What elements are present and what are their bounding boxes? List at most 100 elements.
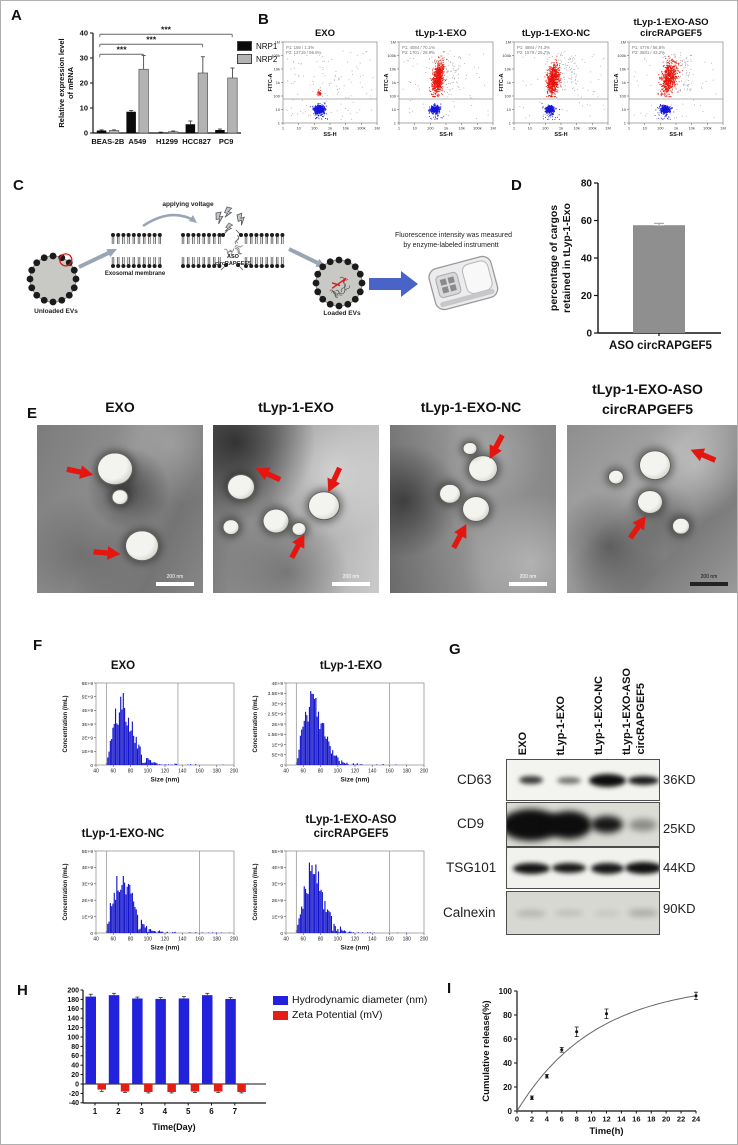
blot-row-tsg101: TSG101 — [446, 860, 497, 875]
blot-row-cd63: CD63 — [457, 772, 492, 787]
svg-text:100k: 100k — [588, 126, 597, 131]
nrp1-swatch — [237, 41, 252, 51]
cargo-retention-bar-chart: 0 20 40 60 80 percentage of cargos retained in… — [548, 178, 721, 352]
svg-text:100: 100 — [504, 94, 511, 99]
panel-a-label: A — [11, 7, 22, 24]
svg-text:100: 100 — [311, 126, 318, 131]
svg-text:1: 1 — [282, 126, 285, 131]
nrp1-label: NRP1 — [256, 41, 278, 51]
vesicle — [262, 508, 290, 534]
svg-text:1: 1 — [628, 126, 631, 131]
blot-kd-25: 25KD — [663, 821, 696, 836]
svg-text:Concentration (/mL): Concentration (/mL) — [63, 696, 69, 753]
svg-text:1: 1 — [509, 121, 512, 126]
scale-bar-label: 200 nm — [700, 574, 718, 580]
svg-text:1: 1 — [394, 121, 397, 126]
scale-bar — [156, 582, 194, 586]
svg-text:20: 20 — [581, 291, 593, 302]
svg-text:80: 80 — [581, 178, 593, 189]
svg-text:10: 10 — [527, 126, 532, 131]
flow-title-3a: tLyp-1-EXO-NC — [521, 28, 591, 39]
svg-text:1M: 1M — [720, 126, 726, 131]
svg-text:10: 10 — [412, 126, 417, 131]
svg-text:SS-H: SS-H — [554, 132, 567, 138]
svg-text:100: 100 — [542, 126, 549, 131]
blot-band — [552, 863, 586, 873]
svg-text:6E+9: 6E+9 — [82, 681, 94, 687]
hist-title-aso-line2: circRAPGEF5 — [313, 828, 389, 840]
vesicle — [124, 530, 159, 562]
svg-text:percentage of cargos: percentage of cargos — [548, 205, 560, 311]
panel-a-legend: NRP1 NRP2 — [237, 41, 277, 67]
blot-kd-36: 36KD — [663, 772, 696, 787]
blot-band — [557, 776, 581, 784]
svg-text:1E+9: 1E+9 — [82, 749, 94, 755]
blot-band — [628, 909, 658, 917]
svg-text:10k: 10k — [390, 67, 396, 72]
flow-scatter-tlyp: 11 10 10 100 100 1k 1k 10k 10k 100k 100k 1M 1M SS-H FI… — [384, 40, 496, 139]
hist-title-nc: tLyp-1-EXO-NC — [81, 828, 165, 840]
svg-text:Size (nm): Size (nm) — [151, 777, 180, 784]
svg-text:140: 140 — [368, 769, 377, 775]
svg-text:1M: 1M — [490, 126, 496, 131]
blot-strip-calnexin — [506, 891, 660, 935]
svg-text:1k: 1k — [559, 126, 563, 131]
svg-text:A549: A549 — [128, 137, 146, 146]
hist-title-aso-line1: tLyp-1-EXO-ASO — [305, 814, 397, 826]
aso-label-line1: ASO — [227, 254, 239, 260]
red-arrow-icon — [93, 544, 121, 561]
scale-bar — [332, 582, 370, 586]
exosomal-membrane-label: Exosomal membrane — [104, 271, 166, 277]
vesicle — [462, 441, 478, 456]
svg-text:1k: 1k — [507, 80, 511, 85]
svg-text:4E+9: 4E+9 — [82, 708, 94, 714]
legend-item-nrp2: NRP2 — [237, 54, 277, 64]
svg-text:10k: 10k — [620, 67, 626, 72]
svg-text:***: *** — [161, 24, 172, 34]
svg-text:180: 180 — [213, 769, 222, 775]
blot-band — [555, 910, 583, 916]
size-histogram-tlyp: 40 60 80 100 120 140 160 180 20005E+81E+91.5E+92… — [253, 681, 428, 784]
zeta-swatch — [273, 1010, 288, 1020]
blot-band — [519, 776, 543, 784]
hist-title-exo: EXO — [110, 660, 136, 672]
svg-text:60: 60 — [300, 769, 306, 775]
blot-band — [629, 818, 657, 831]
unloaded-evs-label: Unloaded EVs — [34, 308, 78, 315]
svg-text:3E+9: 3E+9 — [82, 722, 94, 728]
legend-item-zeta: Zeta Potential (mV) — [273, 1009, 427, 1021]
nrp2-label: NRP2 — [256, 54, 278, 64]
legend-item-nrp1: NRP1 — [237, 41, 277, 51]
scale-bar — [690, 582, 728, 586]
svg-text:10k: 10k — [505, 67, 511, 72]
svg-text:P1: 4776 / 56.8%: P1: 4776 / 56.8% — [632, 45, 665, 50]
svg-text:***: *** — [117, 44, 128, 54]
scale-bar-label: 200 nm — [166, 574, 184, 580]
legend-item-diameter: Hydrodynamic diameter (nm) — [273, 994, 427, 1006]
svg-text:1M: 1M — [390, 40, 396, 45]
scale-bar-label: 200 nm — [519, 574, 537, 580]
svg-text:160: 160 — [385, 769, 394, 775]
nrp2-swatch — [237, 54, 252, 64]
svg-text:P1: 4884 / 74.3%: P1: 4884 / 74.3% — [517, 45, 550, 50]
blot-kd-90: 90KD — [663, 901, 696, 916]
tem-title-exo: EXO — [105, 399, 135, 415]
svg-text:60: 60 — [110, 769, 116, 775]
flow-title-2a: tLyp-1-EXO — [415, 28, 467, 39]
svg-text:100k: 100k — [271, 53, 280, 58]
svg-text:1M: 1M — [505, 40, 511, 45]
svg-text:***: *** — [146, 34, 157, 44]
blot-band — [588, 773, 626, 787]
svg-text:P2: 3651 / 43.2%: P2: 3651 / 43.2% — [632, 50, 665, 55]
svg-text:100: 100 — [144, 769, 153, 775]
vesicle — [111, 489, 129, 506]
red-arrow-icon — [625, 512, 653, 543]
blot-col-tlyp: tLyp-1-EXO — [555, 695, 567, 756]
svg-text:SS-H: SS-H — [669, 132, 682, 138]
svg-text:80: 80 — [318, 769, 324, 775]
svg-text:120: 120 — [351, 769, 360, 775]
svg-text:10k: 10k — [688, 126, 694, 131]
blot-strip-cd63 — [506, 759, 660, 801]
hist-title-tlyp: tLyp-1-EXO — [319, 660, 383, 672]
svg-text:10: 10 — [392, 107, 397, 112]
